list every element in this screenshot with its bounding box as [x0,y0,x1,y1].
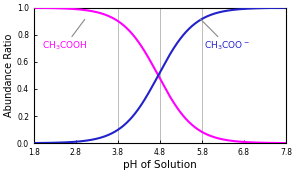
Text: CH$_3$COO$^-$: CH$_3$COO$^-$ [200,19,250,52]
Y-axis label: Abundance Ratio: Abundance Ratio [4,34,14,117]
X-axis label: pH of Solution: pH of Solution [123,160,197,170]
Text: CH$_3$COOH: CH$_3$COOH [42,19,88,52]
